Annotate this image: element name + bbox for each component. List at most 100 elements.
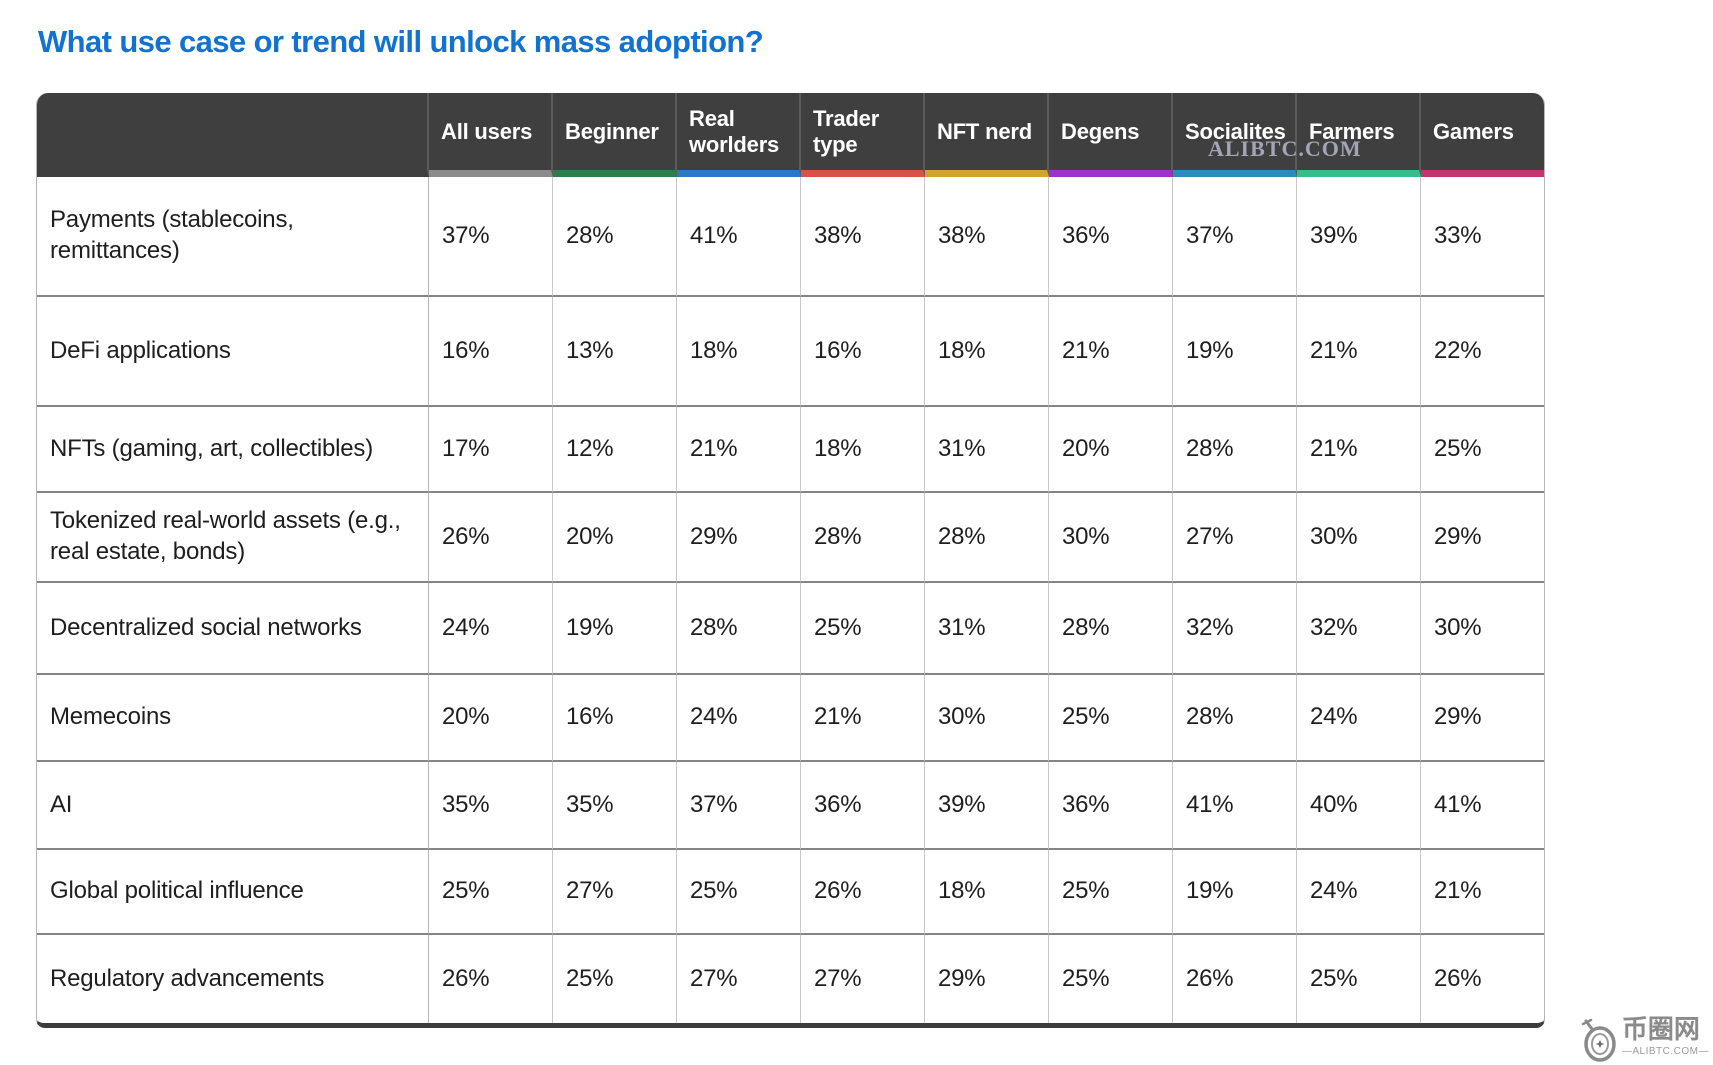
value-cell: 29%: [677, 493, 801, 583]
table-row: Regulatory advancements 26% 25% 27% 27% 29% 25…: [37, 935, 1544, 1023]
value-cell: 13%: [553, 297, 677, 407]
value-cell: 18%: [801, 407, 925, 493]
table-row: Memecoins 20% 16% 24% 21% 30% 25% 28% 24% 29%: [37, 675, 1544, 762]
value-cell: 20%: [429, 675, 553, 762]
value-cell: 41%: [677, 177, 801, 297]
page-title: What use case or trend will unlock mass …: [38, 24, 764, 59]
value-cell: 26%: [801, 850, 925, 935]
value-cell: 20%: [553, 493, 677, 583]
value-cell: 30%: [925, 675, 1049, 762]
column-header-label: NFT nerd: [937, 118, 1032, 144]
column-header: Socialites: [1173, 93, 1297, 177]
value-cell: 18%: [925, 297, 1049, 407]
value-cell: 37%: [677, 762, 801, 850]
value-cell: 12%: [553, 407, 677, 493]
row-label: NFTs (gaming, art, collectibles): [37, 407, 429, 493]
table-body: Payments (stablecoins, remittances) 37% 28…: [37, 177, 1544, 1023]
value-cell: 27%: [801, 935, 925, 1023]
value-cell: 39%: [925, 762, 1049, 850]
value-cell: 21%: [801, 675, 925, 762]
value-cell: 28%: [1173, 675, 1297, 762]
value-cell: 28%: [553, 177, 677, 297]
value-cell: 36%: [801, 762, 925, 850]
value-cell: 30%: [1049, 493, 1173, 583]
value-cell: 24%: [1297, 675, 1421, 762]
value-cell: 35%: [553, 762, 677, 850]
value-cell: 26%: [1173, 935, 1297, 1023]
value-cell: 35%: [429, 762, 553, 850]
value-cell: 20%: [1049, 407, 1173, 493]
value-cell: 26%: [1421, 935, 1544, 1023]
value-cell: 19%: [1173, 850, 1297, 935]
value-cell: 27%: [1173, 493, 1297, 583]
value-cell: 22%: [1421, 297, 1544, 407]
value-cell: 25%: [1049, 935, 1173, 1023]
adoption-table-frame: All users Beginner Real worlders Trader typ…: [36, 93, 1545, 1028]
value-cell: 28%: [925, 493, 1049, 583]
column-header: Real worlders: [677, 93, 801, 177]
site-domain-text: —ALIBTC.COM—: [1621, 1045, 1709, 1057]
value-cell: 24%: [677, 675, 801, 762]
watermark-footer: 币圈网 —ALIBTC.COM—: [1576, 1015, 1709, 1063]
value-cell: 27%: [553, 850, 677, 935]
value-cell: 41%: [1421, 762, 1544, 850]
table-row: Decentralized social networks 24% 19% 28% 25…: [37, 583, 1544, 675]
table-row: Payments (stablecoins, remittances) 37% 28…: [37, 177, 1544, 297]
column-header: Gamers: [1421, 93, 1544, 177]
value-cell: 24%: [1297, 850, 1421, 935]
table-row: Tokenized real-world assets (e.g., real …: [37, 493, 1544, 583]
row-label: DeFi applications: [37, 297, 429, 407]
value-cell: 18%: [677, 297, 801, 407]
column-header-label: Socialites: [1185, 118, 1286, 144]
value-cell: 21%: [1297, 297, 1421, 407]
column-header: Degens: [1049, 93, 1173, 177]
value-cell: 25%: [553, 935, 677, 1023]
value-cell: 21%: [1297, 407, 1421, 493]
value-cell: 29%: [925, 935, 1049, 1023]
column-header: All users: [429, 93, 553, 177]
value-cell: 26%: [429, 493, 553, 583]
value-cell: 19%: [553, 583, 677, 675]
value-cell: 29%: [1421, 493, 1544, 583]
value-cell: 33%: [1421, 177, 1544, 297]
value-cell: 25%: [1297, 935, 1421, 1023]
value-cell: 41%: [1173, 762, 1297, 850]
value-cell: 28%: [1173, 407, 1297, 493]
value-cell: 37%: [1173, 177, 1297, 297]
value-cell: 38%: [925, 177, 1049, 297]
value-cell: 27%: [677, 935, 801, 1023]
value-cell: 31%: [925, 407, 1049, 493]
column-header-label: Farmers: [1309, 118, 1395, 144]
value-cell: 28%: [801, 493, 925, 583]
row-label: AI: [37, 762, 429, 850]
adoption-table: All users Beginner Real worlders Trader typ…: [37, 93, 1544, 1023]
row-label: Payments (stablecoins, remittances): [37, 177, 429, 297]
value-cell: 30%: [1297, 493, 1421, 583]
value-cell: 16%: [553, 675, 677, 762]
table-row: Global political influence 25% 27% 25% 26% 18…: [37, 850, 1544, 935]
column-header: Trader type: [801, 93, 925, 177]
value-cell: 17%: [429, 407, 553, 493]
value-cell: 28%: [1049, 583, 1173, 675]
value-cell: 37%: [429, 177, 553, 297]
table-row: NFTs (gaming, art, collectibles) 17% 12% 21…: [37, 407, 1544, 493]
value-cell: 21%: [677, 407, 801, 493]
column-header-label: Degens: [1061, 118, 1140, 144]
site-name-text: 币圈网: [1621, 1014, 1700, 1044]
column-header: Beginner: [553, 93, 677, 177]
value-cell: 25%: [1421, 407, 1544, 493]
value-cell: 30%: [1421, 583, 1544, 675]
value-cell: 26%: [429, 935, 553, 1023]
corner-header: [37, 93, 429, 177]
table-row: DeFi applications 16% 13% 18% 16% 18% 21% 19% 21…: [37, 297, 1544, 407]
row-label: Decentralized social networks: [37, 583, 429, 675]
row-label: Regulatory advancements: [37, 935, 429, 1023]
value-cell: 29%: [1421, 675, 1544, 762]
row-label: Memecoins: [37, 675, 429, 762]
row-label: Tokenized real-world assets (e.g., real …: [37, 493, 429, 583]
value-cell: 40%: [1297, 762, 1421, 850]
row-label: Global political influence: [37, 850, 429, 935]
value-cell: 36%: [1049, 762, 1173, 850]
value-cell: 32%: [1173, 583, 1297, 675]
value-cell: 18%: [925, 850, 1049, 935]
